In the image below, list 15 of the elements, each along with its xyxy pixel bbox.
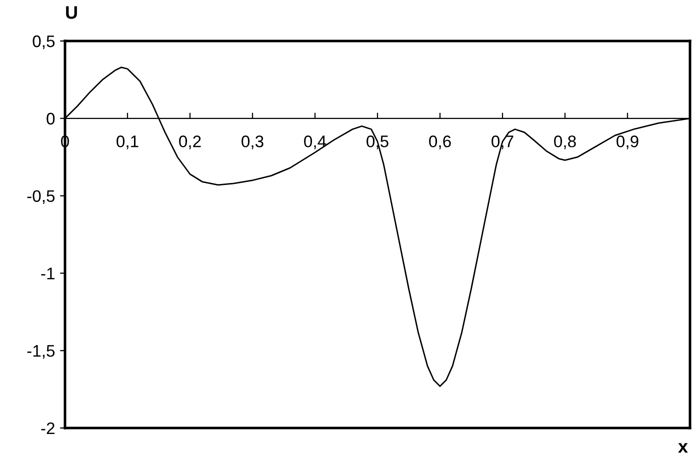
x-tick-label: 0,9 [616, 136, 638, 150]
y-tick-label: -2 [41, 422, 54, 434]
y-tick-label: 0,5 [32, 35, 55, 50]
y-axis-title: U [66, 6, 77, 19]
y-tick-label: -0,5 [27, 190, 55, 204]
x-tick-label: 0,2 [179, 136, 201, 150]
x-axis-title: x [678, 443, 688, 453]
x-tick-label: 0,6 [429, 136, 451, 150]
x-tick-label: 0,1 [116, 136, 138, 150]
y-tick-label: 0 [46, 112, 55, 125]
y-tick-label: -1,5 [27, 345, 55, 359]
x-tick-label: 0,3 [242, 136, 264, 150]
x-tick-label: 0,8 [554, 136, 576, 150]
y-tick-label: -1 [41, 268, 54, 280]
x-tick-label: 0,4 [304, 136, 326, 150]
